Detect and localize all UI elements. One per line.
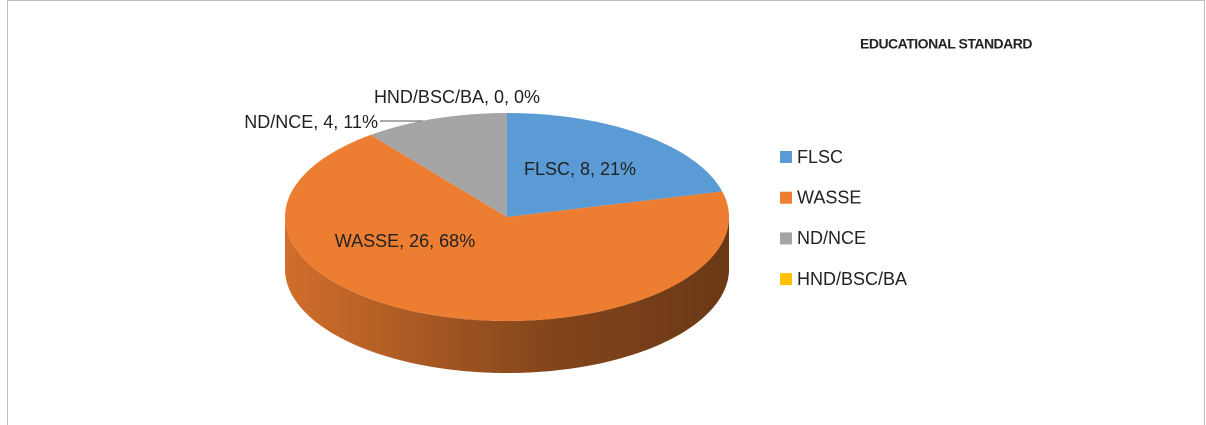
legend-label: WASSE xyxy=(797,187,861,207)
slice xyxy=(285,134,729,321)
legend-swatch xyxy=(780,191,792,204)
data-label: HND/BSC/BA, 0, 0% xyxy=(374,87,540,107)
slice xyxy=(370,113,507,217)
legend-label: ND/NCE xyxy=(797,228,866,248)
data-label: WASSE, 26, 68% xyxy=(335,231,475,251)
legend-swatch xyxy=(780,273,792,286)
legend-swatch xyxy=(780,151,792,163)
slice-side-shade xyxy=(285,217,729,373)
data-label: FLSC, 8, 21% xyxy=(524,159,636,179)
legend-label: HND/BSC/BA xyxy=(797,269,907,289)
slice xyxy=(507,113,723,217)
chart-title: EDUCATIONAL STANDARD xyxy=(860,36,1032,52)
legend-swatch xyxy=(780,232,792,245)
legend-label: FLSC xyxy=(797,147,843,167)
data-label: ND/NCE, 4, 11% xyxy=(244,112,378,132)
